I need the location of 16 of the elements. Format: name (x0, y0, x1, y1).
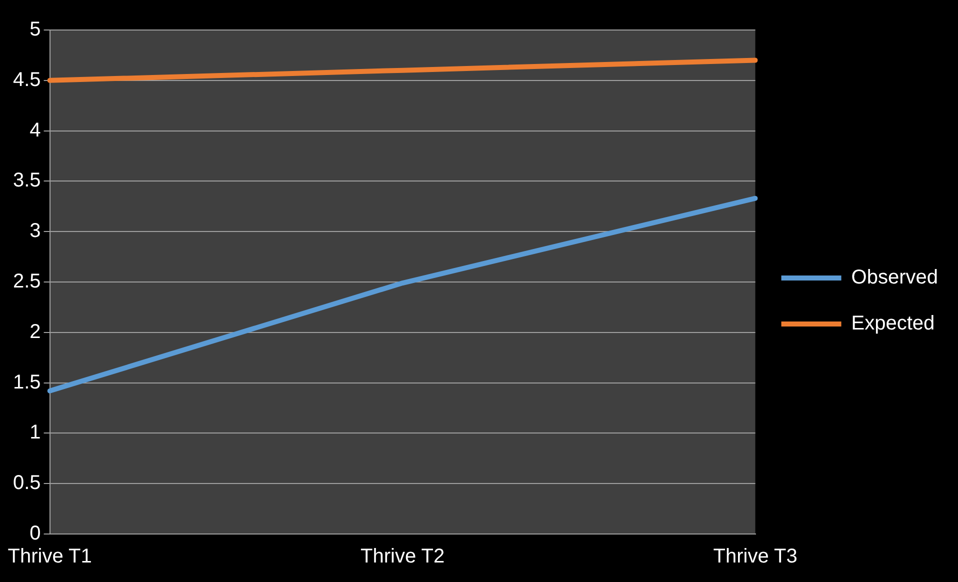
y-tick-label: 0 (30, 522, 41, 545)
legend-label: Expected (851, 312, 935, 335)
y-tick-label: 1.5 (12, 371, 41, 394)
legend-label: Observed (851, 266, 938, 289)
y-tick-label: 0.5 (12, 472, 41, 494)
y-tick-label: 5 (30, 18, 41, 41)
y-tick-label: 4 (30, 119, 41, 142)
y-tick-label: 1 (30, 422, 41, 444)
x-tick-label: Thrive T1 (8, 546, 92, 568)
y-tick-label: 4.5 (12, 68, 41, 91)
x-tick-label: Thrive T2 (360, 546, 445, 568)
x-tick-label: Thrive T3 (713, 546, 798, 568)
y-tick-label: 2 (30, 320, 41, 343)
y-tick-label: 3 (30, 220, 41, 242)
y-tick-label: 2.5 (12, 270, 41, 293)
y-tick-label: 3.5 (12, 170, 41, 192)
